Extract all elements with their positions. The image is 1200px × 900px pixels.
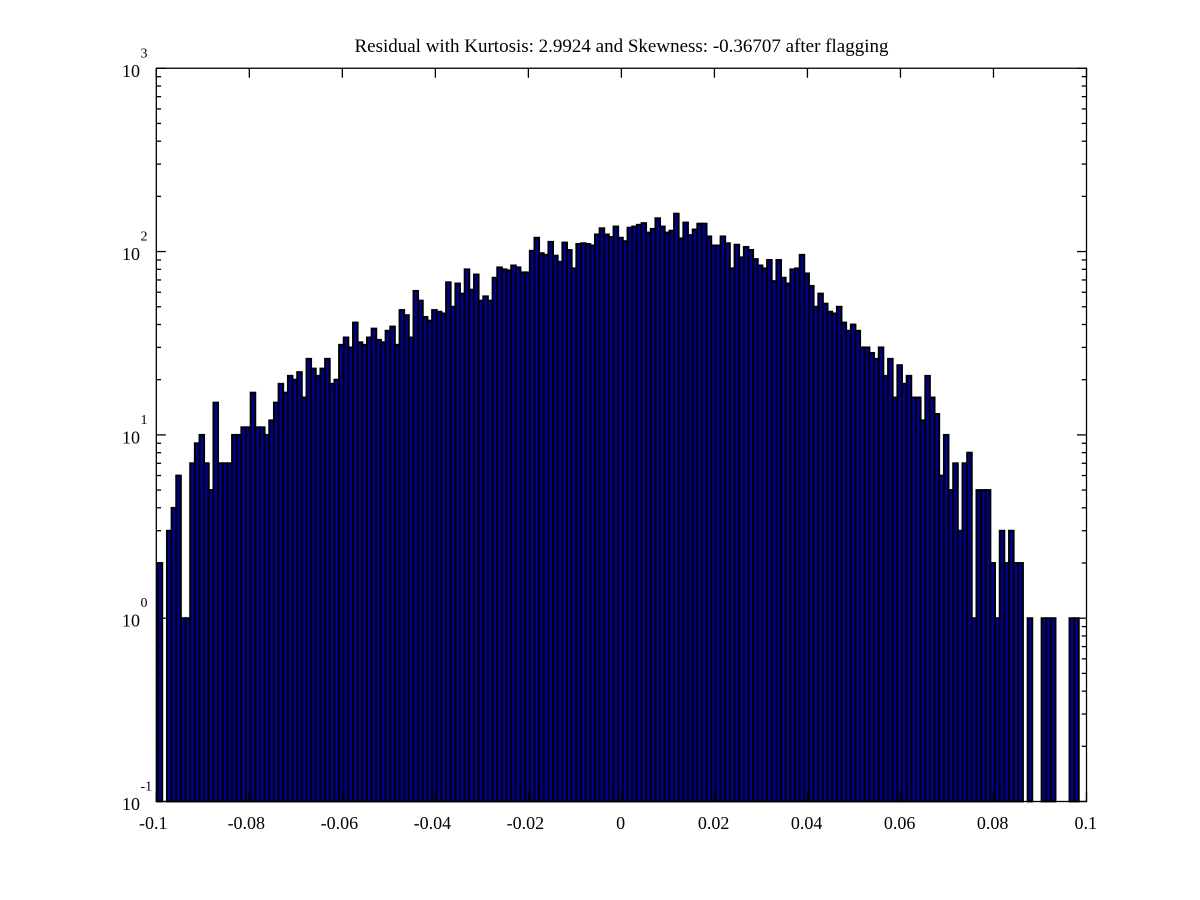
svg-text:Residual with Kurtosis: 2.9924: Residual with Kurtosis: 2.9924 and Skewn… (354, 36, 889, 57)
svg-text:10: 10 (122, 611, 140, 631)
svg-text:10: 10 (122, 794, 140, 814)
svg-text:0: 0 (616, 813, 625, 833)
svg-text:10: 10 (122, 244, 140, 264)
svg-text:-1: -1 (141, 780, 153, 795)
svg-text:-0.08: -0.08 (228, 813, 266, 833)
svg-text:2: 2 (141, 230, 148, 245)
svg-text:0.1: 0.1 (1074, 813, 1097, 833)
svg-text:-0.1: -0.1 (139, 813, 168, 833)
svg-text:-0.04: -0.04 (414, 813, 452, 833)
svg-text:-0.02: -0.02 (507, 813, 545, 833)
svg-text:1: 1 (141, 413, 148, 428)
svg-text:-0.06: -0.06 (321, 813, 359, 833)
svg-text:0.04: 0.04 (791, 813, 823, 833)
svg-text:0.08: 0.08 (977, 813, 1009, 833)
svg-text:10: 10 (122, 61, 140, 81)
svg-text:0: 0 (141, 596, 148, 611)
svg-text:10: 10 (122, 427, 140, 447)
svg-text:3: 3 (141, 46, 148, 61)
svg-text:0.06: 0.06 (884, 813, 916, 833)
svg-text:0.02: 0.02 (698, 813, 730, 833)
